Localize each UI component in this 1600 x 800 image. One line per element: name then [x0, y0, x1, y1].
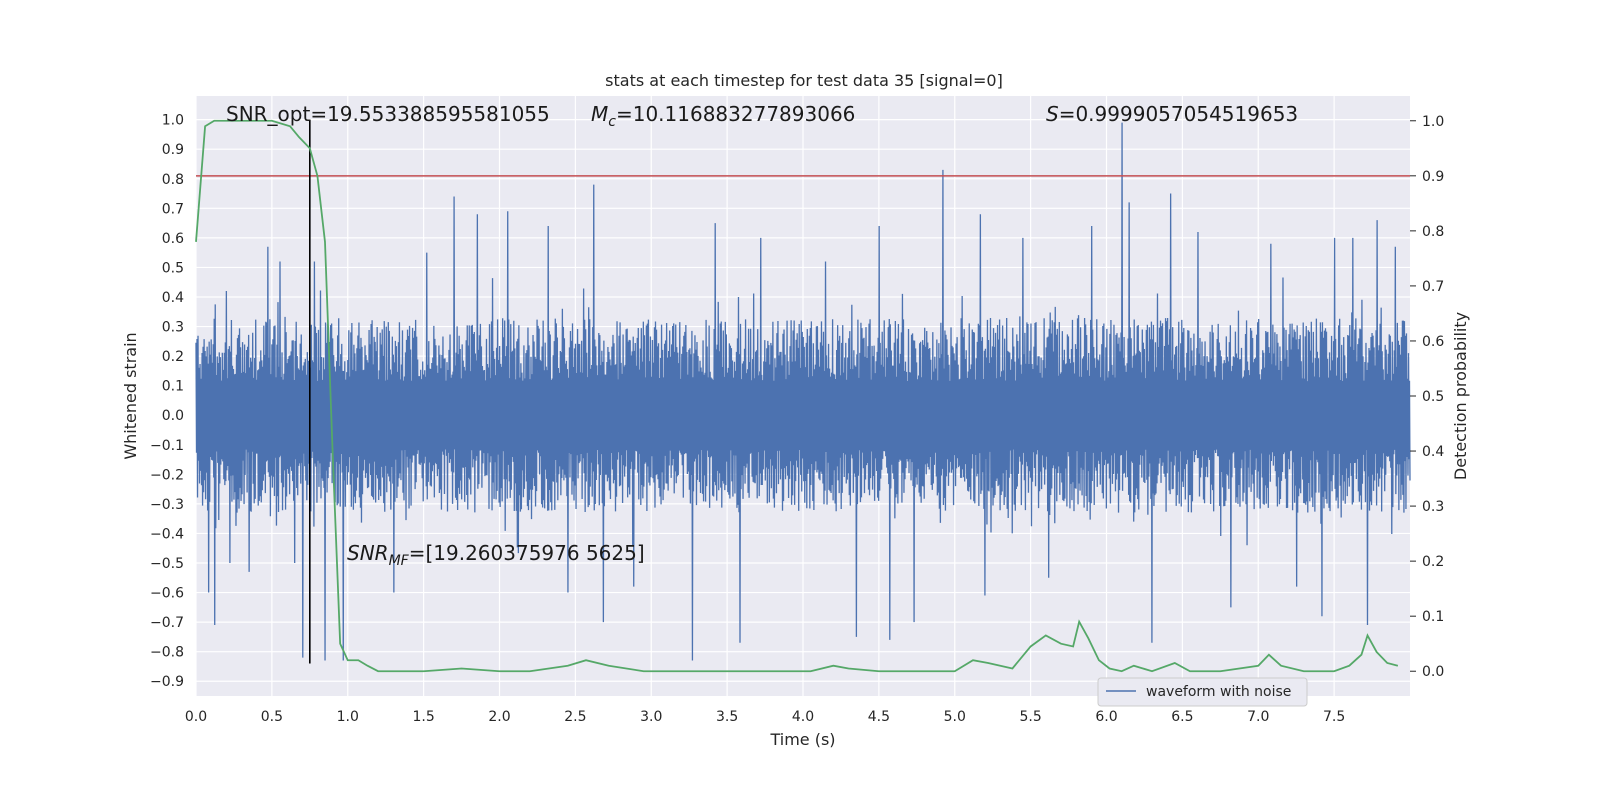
x-tick-label: 0.0	[185, 709, 207, 725]
x-tick-label: 6.5	[1171, 709, 1193, 725]
x-tick-label: 4.5	[868, 709, 890, 725]
y-left-tick-label: −0.6	[150, 586, 184, 602]
y-right-tick-label: 0.2	[1422, 554, 1444, 570]
y-left-tick-label: −0.4	[150, 526, 184, 542]
legend: waveform with noise	[1097, 677, 1308, 707]
x-axis-label: Time (s)	[769, 730, 835, 749]
y-left-tick-label: 0.1	[162, 379, 184, 395]
snr-opt-annotation: SNR_opt=19.553388595581055	[226, 102, 550, 126]
x-tick-label: 0.5	[261, 709, 283, 725]
y-left-tick-label: 0.2	[162, 349, 184, 365]
y-left-axis-label: Whitened strain	[121, 332, 140, 459]
x-tick-label: 1.5	[412, 709, 434, 725]
y-left-tick-label: 0.6	[162, 231, 184, 247]
y-left-tick-label: 1.0	[162, 113, 184, 129]
x-tick-label: 4.0	[792, 709, 814, 725]
x-tick-label: 3.5	[716, 709, 738, 725]
x-tick-label: 1.0	[337, 709, 359, 725]
y-right-tick-labels: 0.0 0.1 0.2 0.3 0.4 0.5 0.6 0.7 0.8 0.9 1.0	[1410, 114, 1444, 680]
x-tick-labels: 0.0 0.5 1.0 1.5 2.0 2.5 3.0 3.5 4.0 4.5 5.0 5.5 6.0 6…	[185, 709, 1345, 725]
y-left-tick-label: 0.8	[162, 172, 184, 188]
chirp-mass-subscript: c	[608, 114, 616, 130]
chart-title: stats at each timestep for test data 35 …	[605, 71, 1003, 90]
y-right-tick-label: 0.1	[1422, 609, 1444, 625]
snr-mf-value: =[19.260375976 5625]	[409, 541, 645, 565]
y-left-tick-label: −0.5	[150, 556, 184, 572]
waveform-series	[195, 122, 1411, 661]
x-tick-label: 6.0	[1095, 709, 1117, 725]
x-tick-label: 2.5	[564, 709, 586, 725]
chirp-mass-value: =10.116883277893066	[616, 102, 855, 126]
overlap-symbol: S	[1046, 102, 1059, 126]
overlap-annotation: S=0.9999057054519653	[1046, 102, 1298, 126]
y-left-tick-label: 0.0	[162, 408, 184, 424]
legend-label: waveform with noise	[1146, 684, 1291, 700]
detection-probability-line	[195, 119, 1399, 673]
y-left-tick-label: −0.2	[150, 467, 184, 483]
y-right-tick-label: 0.0	[1422, 664, 1444, 680]
snr-mf-annotation: SNRMF=[19.260375976 5625]	[347, 541, 645, 569]
y-left-tick-label: 0.9	[162, 142, 184, 158]
y-right-tick-label: 0.6	[1422, 334, 1444, 350]
y-right-tick-label: 0.9	[1422, 169, 1444, 185]
y-left-tick-labels: −0.9 −0.8 −0.7 −0.6 −0.5 −0.4 −0.3 −0.2 −0.1 0.0 0…	[150, 113, 184, 691]
x-tick-label: 5.0	[944, 709, 966, 725]
overlay-lines	[195, 119, 1410, 673]
y-left-tick-label: −0.7	[150, 615, 184, 631]
y-left-tick-label: 0.5	[162, 260, 184, 276]
x-tick-label: 3.0	[640, 709, 662, 725]
x-tick-label: 7.0	[1247, 709, 1269, 725]
waveform-line	[195, 122, 1411, 661]
chirp-mass-symbol: M	[591, 102, 608, 126]
chirp-mass-annotation: Mc=10.116883277893066	[591, 102, 855, 130]
y-left-tick-label: 0.4	[162, 290, 184, 306]
y-left-tick-label: −0.9	[150, 674, 184, 690]
y-right-tick-label: 0.4	[1422, 444, 1444, 460]
legend-box	[1097, 677, 1308, 707]
y-right-axis-label: Detection probability	[1451, 312, 1470, 480]
y-left-tick-label: −0.1	[150, 438, 184, 454]
snr-mf-symbol: SNR	[347, 541, 389, 565]
x-tick-label: 5.5	[1019, 709, 1041, 725]
y-right-tick-label: 0.7	[1422, 279, 1444, 295]
x-tick-label: 2.0	[488, 709, 510, 725]
x-tick-label: 7.5	[1323, 709, 1345, 725]
y-right-tick-label: 0.3	[1422, 499, 1444, 515]
y-right-tick-label: 1.0	[1422, 114, 1444, 130]
y-right-tick-label: 0.8	[1422, 224, 1444, 240]
y-left-tick-label: 0.3	[162, 320, 184, 336]
y-left-tick-label: −0.3	[150, 497, 184, 513]
snr-mf-subscript: MF	[389, 553, 410, 569]
y-left-tick-label: 0.7	[162, 201, 184, 217]
y-left-tick-label: −0.8	[150, 645, 184, 661]
overlap-value: =0.9999057054519653	[1059, 102, 1298, 126]
y-right-tick-label: 0.5	[1422, 389, 1444, 405]
